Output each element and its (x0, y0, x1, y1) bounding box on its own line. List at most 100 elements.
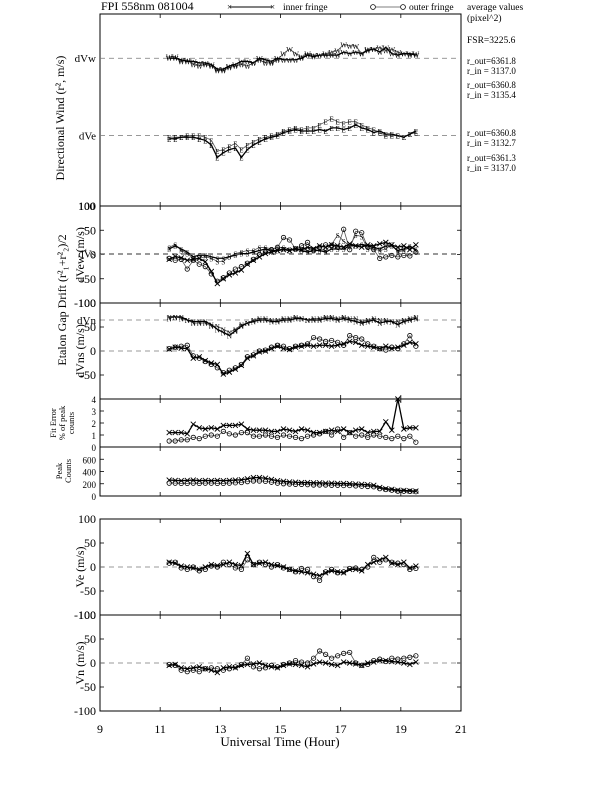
point-outer (298, 342, 305, 348)
point-inner (226, 477, 233, 484)
marker-dVn-inner: N (221, 329, 226, 337)
point-inner (292, 568, 299, 574)
y-tick-label: 4 (92, 395, 97, 405)
marker-dVn-outer: N (221, 326, 226, 334)
point-outer (250, 561, 257, 568)
marker-dVw-inner: W (214, 66, 221, 74)
point-inner (232, 477, 239, 483)
marker-dVe-outer: E (233, 140, 237, 148)
point-outer (347, 333, 353, 339)
legend-outer-marker-2 (400, 4, 406, 10)
marker-dVs-inner: S (372, 244, 376, 252)
point-inner (352, 661, 359, 667)
marker-dVs-inner: S (300, 248, 304, 256)
series-dVw-inner-line (169, 46, 417, 70)
point-inner (256, 560, 263, 566)
point-outer (389, 655, 395, 661)
point-inner (226, 272, 233, 278)
marker-dVw-outer: W (322, 51, 329, 59)
legend-inner-marker-2: × (270, 2, 275, 12)
marker-dVw-inner: W (346, 51, 353, 59)
point-inner (238, 362, 245, 369)
marker-dVw-inner: W (370, 46, 377, 54)
series-inner-line (169, 476, 416, 492)
marker-dVn-inner: N (209, 322, 214, 330)
y-axis-label: Vn (m/s) (73, 642, 87, 685)
point-inner (407, 246, 413, 253)
point-inner (202, 564, 209, 570)
point-inner (395, 561, 401, 568)
point-outer (341, 342, 347, 348)
marker-dVs-inner: S (173, 243, 177, 251)
point-inner (401, 342, 407, 349)
marker-dVs-outer: S (221, 258, 225, 266)
point-inner (238, 476, 245, 483)
point-inner (364, 561, 371, 568)
marker-dVw-outer: W (376, 44, 383, 52)
marker-dVn-outer: N (203, 320, 208, 328)
marker-dVw-inner: W (280, 57, 287, 65)
marker-dVe-inner: E (173, 136, 177, 144)
marker-dVw-inner: W (358, 51, 365, 59)
point-outer (359, 566, 365, 573)
point-outer (413, 489, 419, 495)
marker-dVe-inner: E (311, 128, 315, 136)
marker-dVe-inner: E (348, 125, 352, 133)
point-inner (232, 270, 239, 276)
point-outer (383, 434, 389, 440)
point-outer (274, 561, 281, 568)
point-outer (244, 557, 251, 563)
marker-dVe-outer: E (263, 134, 267, 142)
marker-dVn-inner: N (389, 319, 394, 327)
marker-dVe-inner: E (209, 142, 213, 150)
point-inner (292, 245, 299, 252)
point-inner (274, 562, 281, 569)
point-inner (358, 342, 365, 349)
y-axis-label: Peak (54, 462, 64, 479)
series-dVw-outer-line (169, 43, 416, 72)
point-outer (347, 247, 353, 253)
marker-dVn-outer: N (323, 314, 328, 322)
point-outer (347, 565, 353, 572)
point-inner (220, 371, 227, 377)
point-inner (382, 343, 389, 350)
point-inner (202, 665, 209, 672)
marker-dVe-inner: E (227, 147, 231, 155)
point-inner (244, 261, 251, 268)
point-inner (214, 361, 221, 368)
marker-dVe-inner: E (233, 145, 237, 153)
marker-dVs-inner: S (257, 248, 261, 256)
marker-dVn-outer: N (227, 329, 232, 337)
point-inner (346, 660, 353, 666)
point-inner (292, 661, 299, 668)
marker-dVw-outer: W (401, 51, 408, 59)
point-inner (364, 429, 371, 436)
point-inner (388, 345, 395, 352)
x-tick-label: 11 (154, 722, 166, 736)
point-inner (413, 659, 419, 665)
point-inner (220, 477, 227, 484)
marker-dVn-inner: N (191, 319, 196, 327)
point-inner (340, 340, 347, 347)
point-outer (166, 661, 172, 668)
marker-dVs-outer: S (282, 244, 286, 252)
point-outer (202, 358, 208, 365)
marker-dVe-outer: E (245, 142, 249, 150)
point-outer (401, 655, 407, 661)
point-inner (358, 568, 365, 574)
marker-dVs-outer: S (167, 244, 171, 252)
marker-dVe-inner: E (269, 134, 273, 142)
point-inner (298, 246, 305, 253)
marker-dVe-outer: E (239, 147, 243, 155)
group-labels: Directional Wind (r², m/s) Etalon Gap Dr… (53, 56, 69, 366)
point-inner (256, 427, 263, 434)
point-inner (401, 426, 407, 432)
marker-dVe-outer: E (173, 134, 177, 142)
y-tick-label: 0 (90, 560, 96, 574)
point-outer (208, 361, 214, 368)
point-outer (413, 249, 419, 255)
marker-dVn-inner: N (245, 320, 250, 328)
marker-dVs-inner: S (276, 248, 280, 256)
point-outer (347, 429, 353, 436)
point-inner (310, 571, 317, 578)
